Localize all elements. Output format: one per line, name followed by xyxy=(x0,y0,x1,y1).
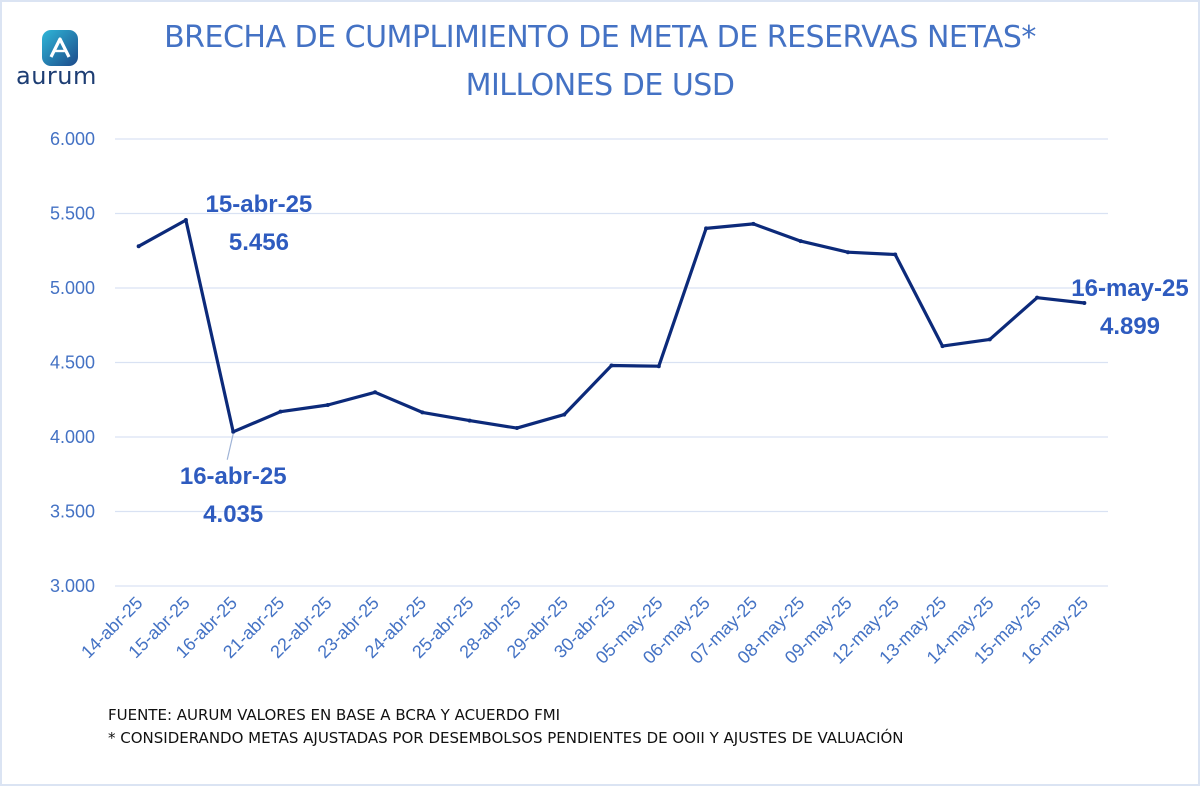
aurum-logo: aurum xyxy=(12,28,108,94)
data-point xyxy=(893,252,898,257)
data-point xyxy=(1082,301,1087,306)
data-point xyxy=(373,390,378,395)
data-point xyxy=(704,226,709,231)
chart-subtitle: MILLONES DE USD xyxy=(465,68,735,103)
annotation-date: 16-may-25 xyxy=(1071,275,1188,302)
y-tick-label: 6.000 xyxy=(50,129,95,149)
y-tick-label: 4.500 xyxy=(50,353,95,373)
x-axis-ticks: 14-abr-2515-abr-2516-abr-2521-abr-2522-a… xyxy=(77,593,1092,668)
annotations-layer: 15-abr-25 5.456 16-abr-25 4.035 16-may-25 4.8… xyxy=(180,191,1189,528)
annotation-value: 5.456 xyxy=(229,229,289,256)
source-note: FUENTE: AURUM VALORES EN BASE A BCRA Y A… xyxy=(108,706,561,724)
annotation-date: 15-abr-25 xyxy=(206,191,313,218)
chart-title: BRECHA DE CUMPLIMIENTO DE META DE RESERV… xyxy=(164,20,1036,55)
y-tick-label: 3.500 xyxy=(50,502,95,522)
data-point xyxy=(278,409,283,414)
annotation-leader xyxy=(226,433,234,460)
data-point xyxy=(798,239,803,244)
aurum-logo-icon xyxy=(42,30,78,66)
data-point xyxy=(183,218,188,223)
data-point xyxy=(609,363,614,368)
annotation-date: 16-abr-25 xyxy=(180,463,287,490)
y-tick-label: 5.000 xyxy=(50,278,95,298)
y-tick-label: 3.000 xyxy=(50,576,95,596)
data-point xyxy=(231,429,236,434)
data-point xyxy=(845,250,850,255)
data-point xyxy=(940,344,945,349)
data-point xyxy=(467,418,472,423)
data-point xyxy=(751,221,756,226)
annotation-value: 4.899 xyxy=(1100,313,1160,340)
data-point xyxy=(656,364,661,369)
annotation-value: 4.035 xyxy=(203,501,263,528)
series-layer xyxy=(136,218,1087,434)
y-tick-label: 5.500 xyxy=(50,204,95,224)
footnote: * CONSIDERANDO METAS AJUSTADAS POR DESEM… xyxy=(108,729,904,747)
data-point xyxy=(562,412,567,417)
data-point xyxy=(325,402,330,407)
data-point xyxy=(987,337,992,342)
y-tick-label: 4.000 xyxy=(50,427,95,447)
gridlines xyxy=(115,138,1108,587)
aurum-logo-text: aurum xyxy=(16,62,97,90)
data-point xyxy=(1035,295,1040,300)
data-point xyxy=(420,410,425,415)
data-point xyxy=(514,426,519,431)
data-point xyxy=(136,244,141,249)
y-axis-ticks: 3.000 3.500 4.000 4.500 5.000 5.500 6.000 xyxy=(50,129,95,596)
